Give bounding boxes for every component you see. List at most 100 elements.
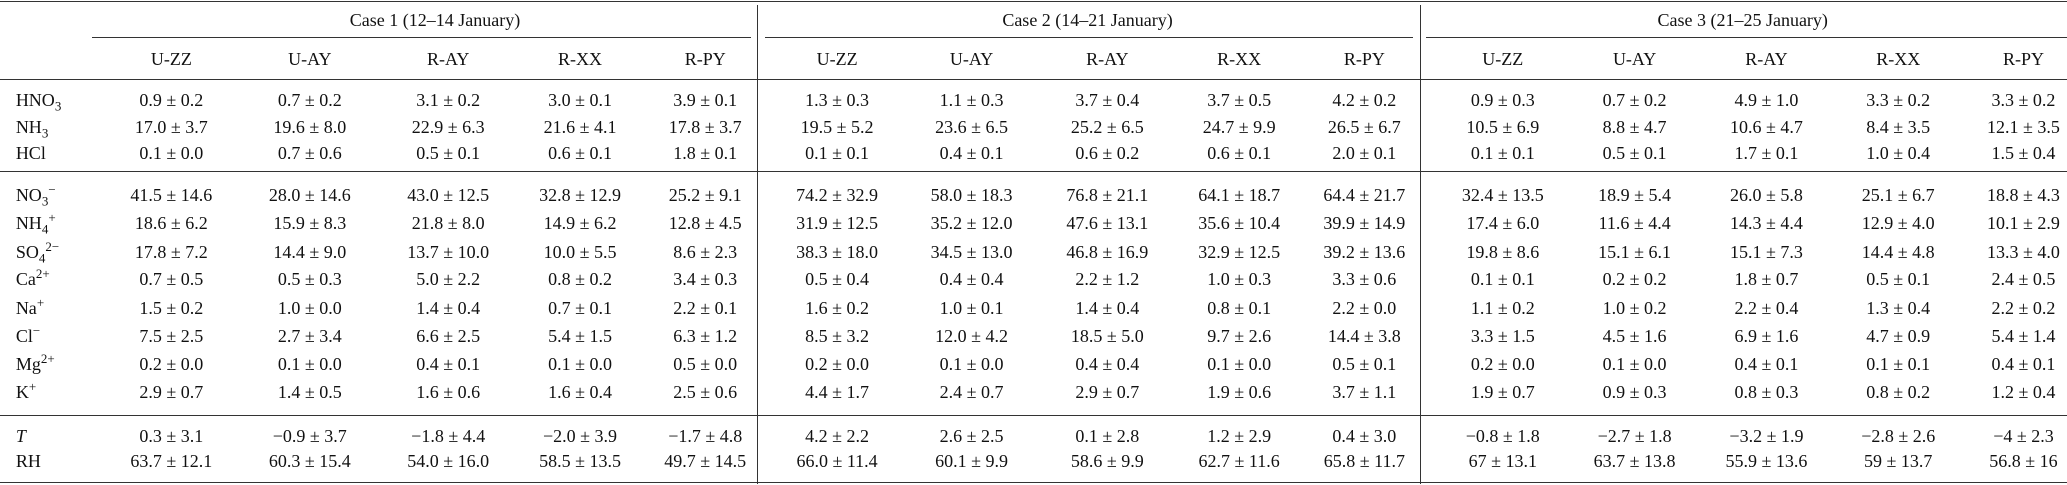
- row-label: SO42−: [15, 240, 59, 265]
- cell: 0.2 ± 0.0: [1470, 353, 1535, 374]
- label-superscript: +: [48, 209, 56, 225]
- group-header: Case 1 (12–14 January): [349, 9, 521, 30]
- rule: [0, 415, 2067, 417]
- cell: 2.5 ± 0.6: [673, 381, 738, 402]
- column-header: U-AY: [949, 49, 994, 70]
- label-superscript: −: [32, 323, 41, 339]
- cell: 4.2 ± 2.2: [805, 426, 870, 447]
- cell: 2.2 ± 0.2: [1991, 298, 2056, 319]
- cell: 0.1 ± 0.0: [277, 353, 342, 374]
- cell: 17.8 ± 7.2: [134, 241, 208, 262]
- cell: 0.1 ± 0.0: [139, 142, 204, 163]
- cell: 0.9 ± 0.3: [1470, 90, 1535, 111]
- cell: 0.7 ± 0.2: [1602, 90, 1667, 111]
- cell: 0.9 ± 0.3: [1602, 381, 1667, 402]
- cell: 5.4 ± 1.5: [548, 326, 612, 347]
- cell: 17.0 ± 3.7: [134, 116, 208, 137]
- cell: 0.6 ± 0.1: [548, 142, 612, 163]
- label-subscript: 3: [41, 193, 49, 209]
- cell: −1.8 ± 4.4: [411, 426, 486, 447]
- cell: 11.6 ± 4.4: [1598, 212, 1671, 233]
- cell: 8.4 ± 3.5: [1866, 116, 1931, 137]
- cell: 12.0 ± 4.2: [935, 326, 1008, 347]
- column-header: R-PY: [1343, 49, 1385, 70]
- cell: 64.4 ± 21.7: [1323, 185, 1406, 206]
- cell: 0.4 ± 0.1: [416, 353, 481, 374]
- cell: −0.9 ± 3.7: [272, 426, 347, 447]
- rule: [764, 36, 1414, 38]
- cell: 47.6 ± 13.1: [1066, 212, 1149, 233]
- cell: 12.1 ± 3.5: [1987, 116, 2060, 137]
- cell: 0.6 ± 0.2: [1075, 142, 1140, 163]
- cell: 0.8 ± 0.3: [1734, 381, 1799, 402]
- cell: 0.1 ± 0.0: [939, 353, 1004, 374]
- row-label: Mg2+: [15, 352, 55, 374]
- cell: 19.8 ± 8.6: [1466, 241, 1540, 262]
- label-name: K: [15, 381, 29, 402]
- cell: 1.3 ± 0.4: [1866, 298, 1931, 319]
- cell: 26.0 ± 5.8: [1729, 185, 1803, 206]
- cell: 12.8 ± 4.5: [668, 212, 742, 233]
- label-name: RH: [15, 451, 41, 472]
- cell: 2.4 ± 0.5: [1991, 269, 2056, 290]
- cell: 0.1 ± 0.0: [548, 353, 612, 374]
- cell: 2.0 ± 0.1: [1332, 142, 1397, 163]
- cell: 1.0 ± 0.3: [1207, 269, 1272, 290]
- cell: 0.8 ± 0.1: [1207, 298, 1272, 319]
- separator: [1419, 5, 1421, 484]
- cell: 1.8 ± 0.7: [1734, 269, 1799, 290]
- column-header: U-ZZ: [816, 49, 858, 70]
- cell: 3.1 ± 0.2: [416, 90, 481, 111]
- cell: 55.9 ± 13.6: [1725, 451, 1808, 472]
- cell: 0.6 ± 0.1: [1207, 142, 1272, 163]
- label-name: Na: [15, 298, 37, 319]
- row-label: K+: [15, 380, 36, 402]
- cell: 28.0 ± 14.6: [268, 185, 351, 206]
- cell: 63.7 ± 12.1: [130, 451, 213, 472]
- cell: 0.2 ± 0.0: [805, 353, 870, 374]
- cell: 0.5 ± 0.1: [1602, 142, 1667, 163]
- column-header: R-PY: [684, 49, 726, 70]
- cell: 2.9 ± 0.7: [139, 381, 204, 402]
- cell: 8.8 ± 4.7: [1602, 116, 1667, 137]
- cell: 1.6 ± 0.6: [416, 381, 481, 402]
- cell: 25.2 ± 9.1: [668, 185, 742, 206]
- cell: 3.4 ± 0.3: [673, 269, 738, 290]
- cell: 1.4 ± 0.4: [1075, 298, 1140, 319]
- cell: 62.7 ± 11.6: [1198, 451, 1280, 472]
- cell: 0.4 ± 0.4: [939, 269, 1004, 290]
- cell: 58.0 ± 18.3: [930, 185, 1013, 206]
- cell: 23.6 ± 6.5: [935, 116, 1008, 137]
- cell: 0.1 ± 0.0: [1207, 353, 1272, 374]
- cell: 1.0 ± 0.1: [939, 298, 1004, 319]
- cell: 46.8 ± 16.9: [1066, 241, 1149, 262]
- column-header: U-AY: [1612, 49, 1657, 70]
- row-label: RH: [16, 452, 41, 470]
- cell: 1.0 ± 0.0: [277, 298, 342, 319]
- cell: 22.9 ± 6.3: [411, 116, 485, 137]
- cell: 2.6 ± 2.5: [939, 426, 1004, 447]
- label-name: Mg: [15, 353, 41, 374]
- cell: 1.0 ± 0.4: [1866, 142, 1931, 163]
- cell: 66.0 ± 11.4: [796, 451, 878, 472]
- cell: 60.3 ± 15.4: [268, 451, 351, 472]
- cell: 0.7 ± 0.5: [139, 269, 204, 290]
- cell: 24.7 ± 9.9: [1202, 116, 1276, 137]
- column-header: R-AY: [1086, 49, 1129, 70]
- label-superscript: 2+: [35, 266, 50, 282]
- column-header: R-XX: [558, 49, 603, 70]
- label-name: SO: [15, 241, 39, 262]
- cell: 2.2 ± 1.2: [1075, 269, 1140, 290]
- cell: 1.2 ± 0.4: [1991, 381, 2056, 402]
- cell: 10.0 ± 5.5: [543, 241, 617, 262]
- cell: 0.4 ± 0.1: [939, 142, 1004, 163]
- row-label: NH4+: [16, 211, 56, 236]
- cell: 13.3 ± 4.0: [1987, 241, 2060, 262]
- cell: 25.2 ± 6.5: [1070, 116, 1144, 137]
- column-header: R-AY: [427, 49, 470, 70]
- cell: 0.2 ± 0.2: [1602, 269, 1667, 290]
- cell: 18.9 ± 5.4: [1598, 185, 1672, 206]
- cell: 10.1 ± 2.9: [1987, 212, 2060, 233]
- cell: 3.0 ± 0.1: [548, 90, 612, 111]
